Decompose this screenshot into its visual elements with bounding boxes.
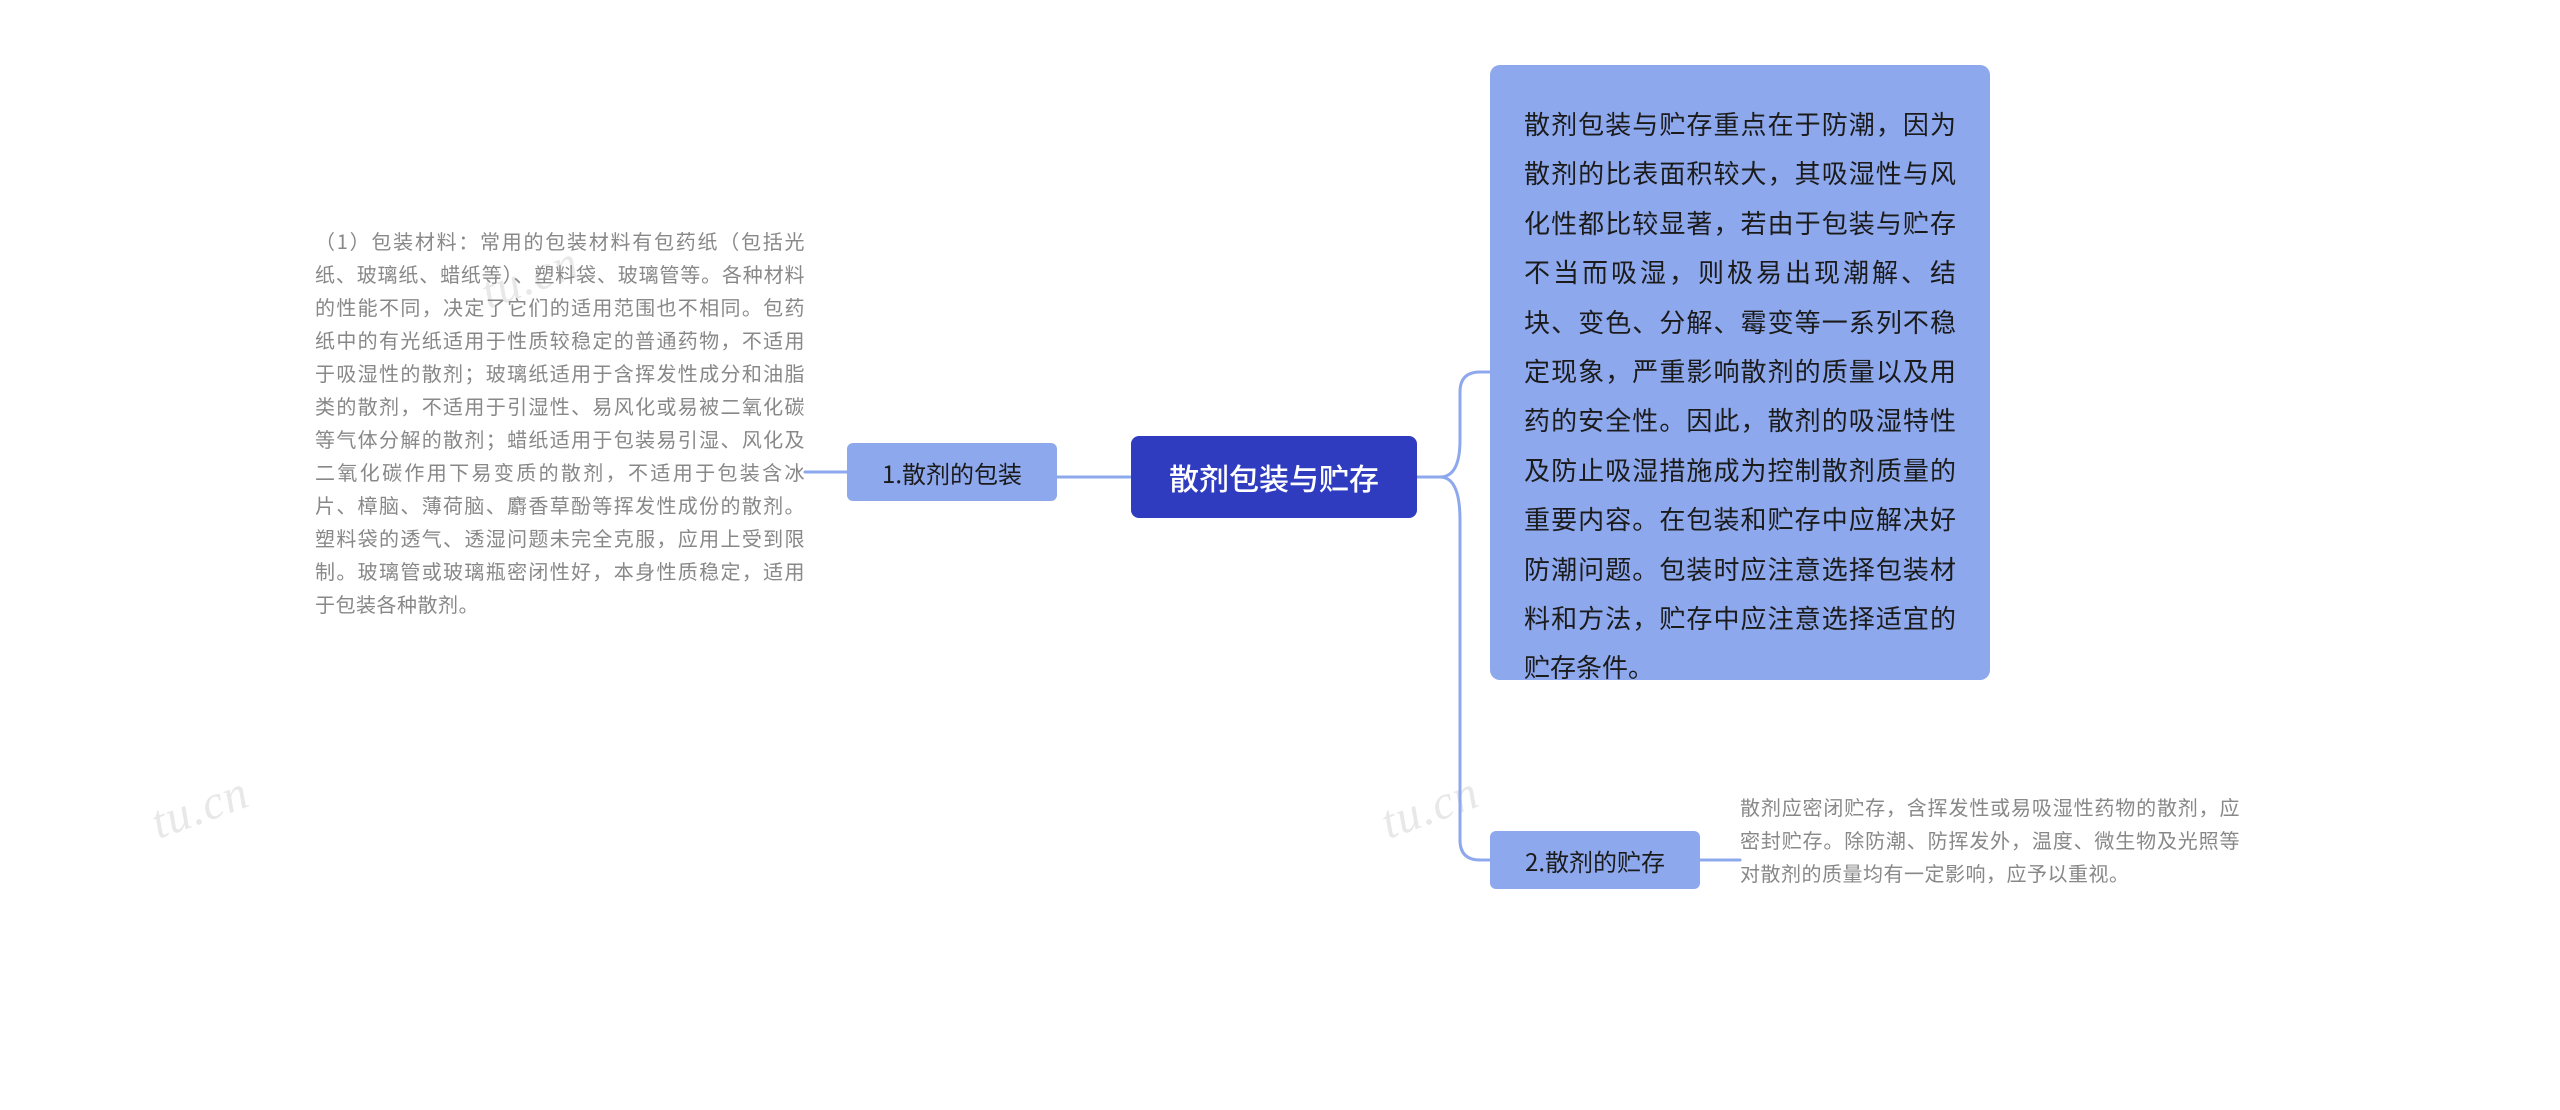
branch-node-overview: 散剂包装与贮存重点在于防潮，因为散剂的比表面积较大，其吸湿性与风化性都比较显著，… [1490,65,1990,680]
watermark: tu.cn [1374,765,1486,851]
branch-node-storage: 2.散剂的贮存 [1490,831,1700,889]
central-node-label: 散剂包装与贮存 [1169,455,1379,499]
branch-label: 1.散剂的包装 [882,455,1022,490]
packaging-detail-text: （1）包装材料：常用的包装材料有包药纸（包括光纸、玻璃纸、蜡纸等）、塑料袋、玻璃… [315,224,805,620]
branch-label: 2.散剂的贮存 [1525,843,1665,878]
storage-detail-text: 散剂应密闭贮存，含挥发性或易吸湿性药物的散剂，应密封贮存。除防潮、防挥发外，温度… [1740,790,2240,889]
watermark: tu.cn [144,765,256,851]
overview-text: 散剂包装与贮存重点在于防潮，因为散剂的比表面积较大，其吸湿性与风化性都比较显著，… [1524,99,1956,692]
central-node: 散剂包装与贮存 [1131,436,1417,518]
branch-node-packaging: 1.散剂的包装 [847,443,1057,501]
